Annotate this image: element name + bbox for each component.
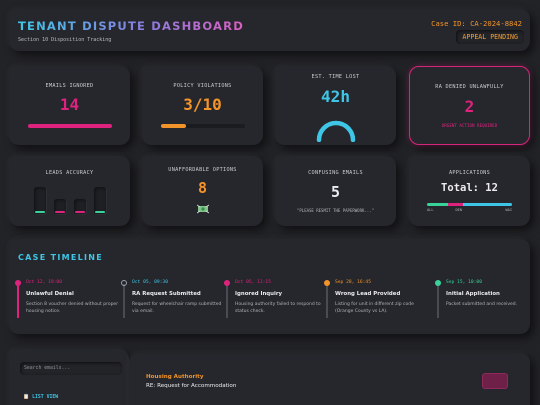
unaffordable-value: 8 <box>197 179 208 197</box>
timeline-panel <box>9 239 530 334</box>
timeline-line <box>123 284 125 318</box>
clipboard-icon: 📋 <box>23 394 30 400</box>
applications-total: Total: 12 <box>441 182 498 194</box>
page-subtitle: Section 10 Disposition Tracking <box>18 37 112 43</box>
timeline-heading: Initial Application <box>446 291 500 297</box>
timeline-dot <box>223 280 230 286</box>
timeline-dot <box>14 280 21 286</box>
emails-ignored-card: EMAILS IGNORED 14 <box>9 66 130 145</box>
policy-violations-progress <box>161 124 245 128</box>
timeline-dot <box>434 280 441 286</box>
timeline-date: Oct 05, 11:15 <box>235 280 271 285</box>
policy-violations-progress-fill <box>161 124 187 128</box>
emails-ignored-progress-fill <box>28 124 112 128</box>
list-view-label: LIST VIEW <box>32 395 59 400</box>
timeline-line <box>226 284 228 318</box>
timeline-heading: Unlawful Denial <box>26 291 74 297</box>
applications-segment <box>462 203 512 206</box>
email-subject[interactable]: RE: Request for Accommodation <box>146 383 237 389</box>
leads-bar <box>94 187 106 214</box>
time-gauge-icon <box>316 120 356 142</box>
unaffordable-card: UNAFFORDABLE OPTIONS 8 <box>142 156 263 226</box>
applications-bar <box>427 203 512 206</box>
applications-legend-label: ALL <box>427 208 434 212</box>
confusing-emails-quote: "PLEASE RESMIT THE PAPERWORK..." <box>296 208 375 213</box>
time-lost-value: 42h <box>321 87 350 106</box>
timeline-description: Section 8 voucher denied without proper … <box>26 302 119 314</box>
timeline-date: Oct 12, 19:00 <box>26 280 62 285</box>
policy-violations-card: POLICY VIOLATIONS 3/10 <box>142 66 263 145</box>
list-view-button[interactable]: 📋 LIST VIEW <box>23 394 58 400</box>
leads-bar <box>74 199 86 214</box>
confusing-emails-value: 5 <box>330 183 341 201</box>
applications-legend-label: WAI <box>505 208 513 212</box>
ra-denied-card: RA DENIED UNLAWFULLY 2 URGENT ACTION REQ… <box>409 66 530 145</box>
confusing-emails-label: CONFUSING EMAILS <box>308 170 363 176</box>
emails-ignored-value: 14 <box>59 95 80 114</box>
timeline-line <box>437 284 439 318</box>
timeline-date: Sep 15, 10:00 <box>446 280 482 285</box>
policy-violations-value: 3/10 <box>183 95 222 114</box>
page-title: TENANT DISPUTE DASHBOARD <box>18 19 244 33</box>
ra-denied-label: RA DENIED UNLAWFULLY <box>435 84 504 90</box>
timeline-title: CASE TIMELINE <box>18 253 104 262</box>
timeline-date: Sep 28, 16:45 <box>335 280 371 285</box>
search-input[interactable]: Search emails... <box>20 362 122 375</box>
applications-legend-label: DEN <box>455 208 462 212</box>
applications-segment <box>448 203 463 206</box>
timeline-heading: Ignored Inquiry <box>235 291 283 297</box>
leads-bar-fill <box>95 211 105 213</box>
emails-ignored-label: EMAILS IGNORED <box>45 83 94 89</box>
money-icon <box>197 204 209 214</box>
leads-bar-fill <box>35 211 45 213</box>
applications-card: APPLICATIONS Total: 12 ALL DEN WAI <box>409 156 530 226</box>
header-panel <box>9 9 530 51</box>
timeline-line <box>326 284 328 318</box>
applications-label: APPLICATIONS <box>448 170 491 176</box>
leads-bar <box>34 187 46 214</box>
email-sender[interactable]: Housing Authority <box>146 374 204 380</box>
confusing-emails-card: CONFUSING EMAILS 5 "PLEASE RESMIT THE PA… <box>275 156 396 226</box>
leads-accuracy-card: LEADS ACCURACY <box>9 156 130 226</box>
policy-violations-label: POLICY VIOLATIONS <box>173 83 232 89</box>
timeline-line <box>17 284 19 318</box>
timeline-dot <box>323 280 330 286</box>
timeline-date: Oct 05, 09:30 <box>132 280 168 285</box>
status-badge: APPEAL PENDING <box>456 30 524 44</box>
leads-bar-fill <box>55 211 65 213</box>
sidebar-panel <box>9 349 129 405</box>
timeline-description: Listing for unit in different zip code (… <box>335 302 414 314</box>
time-lost-card: EST. TIME LOST 42h <box>275 66 396 145</box>
timeline-description: Housing authority failed to respond to s… <box>235 302 321 314</box>
email-panel <box>129 354 530 405</box>
leads-bar-fill <box>75 211 85 213</box>
leads-accuracy-label: LEADS ACCURACY <box>45 170 94 176</box>
emails-ignored-progress <box>28 124 112 128</box>
ra-denied-value: 2 <box>464 97 475 116</box>
leads-bar <box>54 199 66 214</box>
email-action-button[interactable] <box>482 373 508 389</box>
case-id: Case ID: CA-2024-8842 <box>431 19 522 28</box>
applications-legend: ALL DEN WAI <box>427 208 512 214</box>
timeline-description: Request for wheelchair ramp submitted vi… <box>132 302 222 314</box>
urgent-note: URGENT ACTION REQUIRED <box>441 123 498 128</box>
leads-accuracy-bars <box>34 187 110 214</box>
timeline-heading: RA Request Submitted <box>132 291 201 297</box>
timeline-dot <box>120 280 127 286</box>
applications-segment <box>427 203 449 206</box>
timeline-heading: Wrong Lead Provided <box>335 291 401 297</box>
timeline-description: Packet submitted and received. <box>446 302 518 307</box>
time-lost-label: EST. TIME LOST <box>311 74 360 80</box>
unaffordable-label: UNAFFORDABLE OPTIONS <box>168 167 237 173</box>
